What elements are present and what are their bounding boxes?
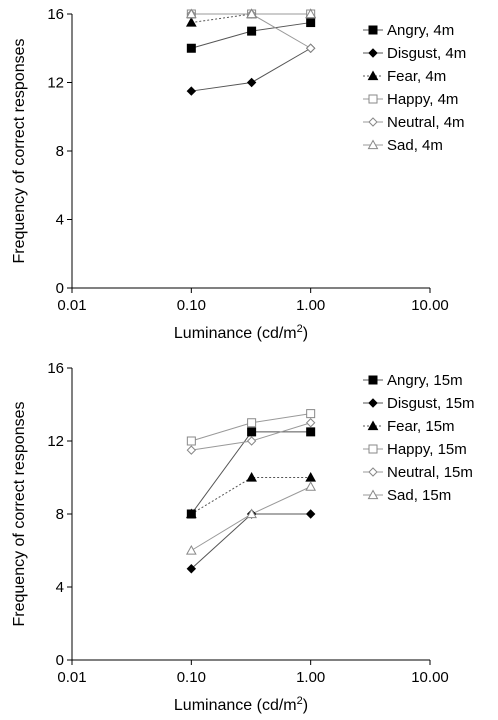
data-point-fear-15m [246, 471, 257, 482]
data-point-angry-4m [247, 26, 257, 36]
y-axis-title: Frequency of correct responses [11, 39, 28, 264]
x-tick-label: 0.10 [177, 669, 206, 686]
data-point-sad-4m [246, 8, 257, 19]
data-point-fear-4m [185, 17, 197, 27]
data-point-disgust-15m [305, 509, 316, 519]
x-tick-label: 0.10 [177, 297, 206, 314]
y-tick-label: 4 [56, 579, 64, 596]
chart-panel-15m: 0 4 8 12 16 0.01 0.10 1.00 10.00 Luminance (cd/m2… [11, 360, 475, 714]
x-axis-title: Luminance (cd/m2) [174, 323, 308, 342]
legend-marker-angry-15m [368, 375, 378, 385]
data-point-angry-4m [186, 43, 196, 53]
legend-marker-angry-4m [368, 25, 378, 35]
data-point-happy-15m [186, 436, 196, 446]
data-point-angry-4m [306, 18, 316, 28]
y-tick-label: 16 [47, 6, 64, 23]
legend-label-angry-4m: Angry, 4m [387, 22, 454, 39]
series-line-sad-15m [191, 486, 311, 551]
data-point-neutral-15m [305, 418, 316, 428]
x-tick-label: 1.00 [296, 669, 325, 686]
legend-label-angry-15m: Angry, 15m [387, 372, 463, 389]
legend-label-fear-15m: Fear, 15m [387, 418, 455, 435]
data-point-neutral-15m [186, 445, 197, 455]
series-line-happy-15m [191, 413, 311, 442]
legend-marker-sad-15m [367, 489, 379, 500]
y-tick-label: 4 [56, 212, 64, 229]
x-tick-label: 0.01 [57, 669, 86, 686]
legend-label-neutral-15m: Neutral, 15m [387, 464, 473, 481]
data-point-happy-15m [247, 418, 257, 428]
legend-label-disgust-15m: Disgust, 15m [387, 395, 475, 412]
legend: Angry, 4m Disgust, 4m Fear, 4m Happy, 4m Neu… [363, 22, 466, 154]
legend-marker-happy-4m [368, 94, 378, 104]
legend-marker-fear-15m [367, 420, 379, 431]
data-point-disgust-4m [246, 77, 257, 88]
data-point-angry-15m [306, 427, 316, 437]
y-axis-title: Frequency of correct responses [11, 402, 28, 627]
x-tick-label: 1.00 [296, 297, 325, 314]
data-point-disgust-4m [186, 86, 197, 96]
legend-marker-disgust-15m [368, 398, 378, 408]
data-point-sad-15m [305, 481, 317, 491]
data-point-happy-15m [306, 409, 316, 419]
series-line-fear-15m [191, 477, 311, 515]
y-tick-label: 0 [56, 652, 64, 669]
y-tick-label: 12 [47, 433, 64, 450]
legend-marker-disgust-4m [368, 48, 378, 58]
legend-label-sad-4m: Sad, 4m [387, 137, 443, 154]
x-tick-label: 10.00 [411, 297, 449, 314]
data-point-sad-15m [185, 544, 197, 555]
y-tick-label: 0 [56, 280, 64, 297]
data-point-sad-4m [185, 8, 197, 19]
legend-marker-happy-15m [368, 444, 378, 454]
legend-marker-neutral-4m [368, 117, 378, 127]
legend-marker-neutral-15m [368, 467, 378, 477]
y-tick-label: 16 [47, 360, 64, 377]
data-point-neutral-15m [246, 436, 257, 446]
data-point-sad-4m [305, 8, 317, 19]
data-point-fear-15m [185, 508, 197, 519]
legend-marker-fear-4m [367, 70, 379, 81]
data-point-sad-15m [246, 508, 257, 519]
legend-label-sad-15m: Sad, 15m [387, 487, 451, 504]
data-point-disgust-15m [186, 564, 197, 574]
y-tick-label: 12 [47, 75, 64, 92]
data-point-angry-15m [247, 427, 257, 437]
y-tick-label: 8 [56, 506, 64, 523]
legend-label-fear-4m: Fear, 4m [387, 68, 446, 85]
legend-marker-sad-4m [367, 139, 379, 150]
data-point-fear-15m [305, 471, 317, 482]
y-tick-label: 8 [56, 143, 64, 160]
legend-label-neutral-4m: Neutral, 4m [387, 114, 465, 131]
legend-label-happy-15m: Happy, 15m [387, 441, 467, 458]
series-line-disgust-15m [190, 513, 311, 570]
x-tick-label: 0.01 [57, 297, 86, 314]
data-point-neutral-4m [305, 43, 316, 53]
legend-label-happy-4m: Happy, 4m [387, 91, 458, 108]
chart-panel-4m: 0 4 8 12 16 0.01 0.10 1.00 10.00 Luminance (cd/m2… [11, 6, 466, 342]
legend: Angry, 15m Disgust, 15m Fear, 15m Happy, 15… [363, 372, 475, 504]
x-tick-label: 10.00 [411, 669, 449, 686]
legend-label-disgust-4m: Disgust, 4m [387, 45, 466, 62]
x-axis-title: Luminance (cd/m2) [174, 695, 308, 714]
